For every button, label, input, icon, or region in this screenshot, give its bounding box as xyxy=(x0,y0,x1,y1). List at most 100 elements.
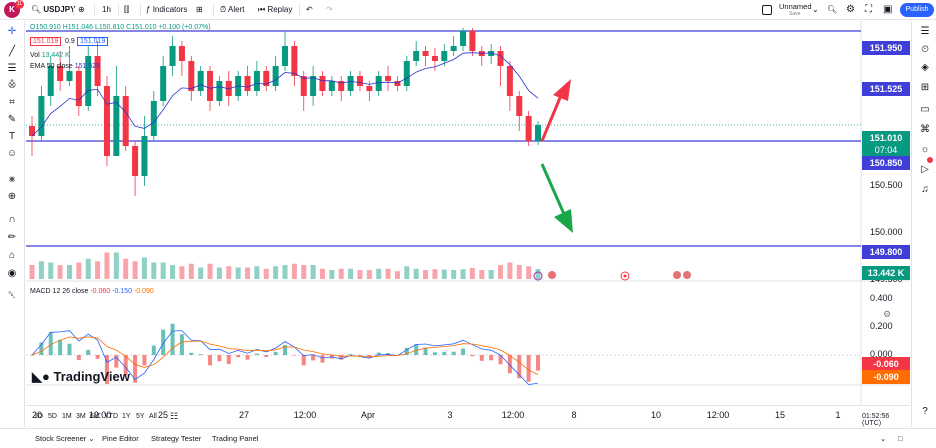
volume-bar xyxy=(245,267,251,279)
text-icon[interactable]: T xyxy=(8,131,16,142)
streams-icon[interactable]: ▷ xyxy=(921,164,929,175)
volume-bar xyxy=(366,270,372,279)
layout-checkbox[interactable] xyxy=(762,5,772,15)
trend-line-icon[interactable]: ╱ xyxy=(8,46,16,57)
collapse-panel-icon[interactable]: ⌄ xyxy=(880,434,887,443)
macd-histogram-bar xyxy=(30,355,34,356)
undo-button[interactable]: ↶ xyxy=(306,3,313,17)
news-icon[interactable]: ⌘ xyxy=(920,124,930,135)
go-to-date-icon[interactable]: ☷ xyxy=(170,411,179,421)
candle-body xyxy=(122,96,129,146)
macd-histogram-bar xyxy=(404,347,409,355)
templates-button[interactable]: ⊞ xyxy=(196,3,203,17)
ema-label: EMA 50 close xyxy=(30,63,73,70)
horizontal-lines-icon[interactable]: ☰ xyxy=(7,63,17,74)
signal-value: -0.090 xyxy=(133,288,154,295)
fullscreen-icon: ⛶ xyxy=(865,4,872,15)
volume-bar xyxy=(48,262,54,279)
macd-histogram-bar xyxy=(161,329,166,355)
chat-icon[interactable]: ▭ xyxy=(920,104,930,115)
emoji-icon[interactable]: ☺︎ xyxy=(6,148,18,159)
volume-bar xyxy=(423,270,429,279)
notifications-icon[interactable]: ♫ xyxy=(921,184,929,195)
candle-body xyxy=(150,101,157,136)
crosshair-icon[interactable]: ✛ xyxy=(7,26,17,37)
range-5y[interactable]: 5Y xyxy=(136,413,145,420)
help-icon[interactable]: ? xyxy=(922,406,928,417)
ask-price[interactable]: 151.019 xyxy=(77,37,109,46)
tab-strategy-tester[interactable]: Strategy Tester xyxy=(151,434,202,443)
range-1y[interactable]: 1Y xyxy=(122,413,131,420)
range-6m[interactable]: 6M xyxy=(90,413,100,420)
volume-bar xyxy=(441,269,447,279)
alert-label: Alert xyxy=(228,5,245,14)
macd-histogram-bar xyxy=(198,354,203,355)
footer-panel: Stock Screener ⌄ Pine Editor Strategy Te… xyxy=(0,428,936,448)
candle-body xyxy=(291,46,298,76)
lock-icon[interactable]: ⌂ xyxy=(8,250,16,261)
range-5d[interactable]: 5D xyxy=(48,413,57,420)
gann-icon[interactable]: ⌗ xyxy=(9,97,15,108)
settings-button[interactable]: ⚙︎ xyxy=(846,3,855,17)
macd-histogram-bar xyxy=(348,354,353,355)
tab-pine-editor[interactable]: Pine Editor xyxy=(102,434,139,443)
ema-price-label: 151.525 xyxy=(862,82,910,96)
ideas-icon[interactable]: ☼︎ xyxy=(920,144,930,155)
volume-bar xyxy=(413,268,419,279)
alert-button[interactable]: ⏰︎ Alert xyxy=(220,3,244,17)
fullscreen-button[interactable]: ⛶ xyxy=(865,3,872,17)
lock-drawings-icon[interactable]: ✏︎ xyxy=(7,232,17,243)
pitchfork-icon[interactable]: ⨶ xyxy=(8,80,16,91)
undo-icon: ↶ xyxy=(306,5,313,14)
tab-trading-panel[interactable]: Trading Panel xyxy=(212,434,259,443)
range-3m[interactable]: 3M xyxy=(76,413,86,420)
redo-button[interactable]: ↷ xyxy=(326,3,333,17)
alerts-clock-icon[interactable]: ⏲︎ xyxy=(921,44,929,55)
layout-menu-chevron[interactable]: ⌄ xyxy=(812,3,819,17)
replay-button[interactable]: ⏮︎ Replay xyxy=(258,3,292,17)
quick-search-button[interactable]: 🔍︎ xyxy=(827,3,837,17)
range-all[interactable]: All xyxy=(149,413,157,420)
axis-settings-gear[interactable]: ⚙︎ xyxy=(883,309,892,319)
symbol-search[interactable]: 🔍︎ USDJPY xyxy=(31,3,75,17)
compare-button[interactable]: ⊕ xyxy=(78,3,85,17)
candle-body xyxy=(525,116,532,141)
event-marker xyxy=(620,271,630,281)
symbol-name: USDJPY xyxy=(43,5,76,14)
indicators-button[interactable]: ƒ Indicators xyxy=(146,3,187,17)
bid-price[interactable]: 151.019 xyxy=(30,37,62,46)
interval-button[interactable]: 1h xyxy=(102,5,111,14)
ruler-icon[interactable]: ⨳ xyxy=(8,174,16,185)
candle-body xyxy=(85,56,92,106)
range-1d[interactable]: 1D xyxy=(34,413,43,420)
layout-name[interactable]: Unnamed xyxy=(779,2,812,11)
chart-area[interactable]: O150.910 H151.046 L150.810 C151.010 +0.1… xyxy=(26,21,910,420)
volume-bar xyxy=(498,265,504,279)
axis-tick-150000: 150.000 xyxy=(870,227,903,237)
tab-stock-screener[interactable]: Stock Screener ⌄ xyxy=(35,434,95,443)
publish-button[interactable]: Publish xyxy=(900,3,934,17)
brush-icon[interactable]: ✎ xyxy=(7,114,17,125)
macd-hist-label: -0.060 xyxy=(862,357,910,371)
eye-icon[interactable]: ◉ xyxy=(7,268,17,279)
snapshot-button[interactable]: ▣ xyxy=(883,3,892,17)
candle-body xyxy=(169,46,176,66)
candle-body xyxy=(178,46,185,61)
chart-canvas[interactable] xyxy=(26,21,910,405)
macd-value: -0.150 xyxy=(112,288,132,295)
volume-bar xyxy=(282,265,288,279)
trash-icon[interactable]: ␡ xyxy=(8,290,16,301)
utc-clock[interactable]: 01:52:56 (UTC) xyxy=(862,413,890,427)
magnet-icon[interactable]: ∩ xyxy=(8,214,16,225)
maximize-panel-icon[interactable]: □ xyxy=(898,434,903,443)
volume-bar xyxy=(460,269,466,279)
volume-price-label: 13.442 K xyxy=(862,266,910,280)
chart-type-button[interactable]: ⫿⫿ xyxy=(124,3,129,17)
layers-icon[interactable]: ◈ xyxy=(921,62,929,73)
data-window-icon[interactable]: ⊞ xyxy=(920,82,930,93)
level-label-149800: 149.800 xyxy=(862,245,910,259)
range-1m[interactable]: 1M xyxy=(62,413,72,420)
zoom-in-icon[interactable]: ⊕ xyxy=(7,191,17,202)
range-ytd[interactable]: YTD xyxy=(104,413,118,420)
watchlist-icon[interactable]: ☰ xyxy=(920,26,930,37)
